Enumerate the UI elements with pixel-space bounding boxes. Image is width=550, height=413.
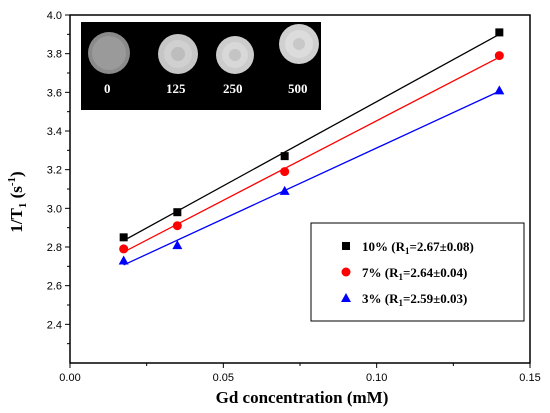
legend-label-0: 10% (R1=2.67±0.08) — [362, 239, 474, 256]
fit-lines — [123, 33, 500, 266]
point-s0-3 — [495, 28, 504, 37]
point-s2-1 — [172, 240, 183, 250]
phantom-250 — [216, 36, 254, 74]
point-s2-3 — [494, 85, 505, 95]
point-s2-2 — [279, 185, 290, 195]
y-tick-label: 3.6 — [47, 87, 62, 99]
data-markers — [118, 28, 505, 265]
y-tick-label: 2.4 — [47, 319, 62, 331]
legend-label-2: 3% (R1=2.59±0.03) — [362, 291, 467, 308]
x-tick-label: 0.15 — [519, 372, 540, 384]
y-tick-label: 3.4 — [47, 126, 62, 138]
y-tick-label: 2.6 — [47, 281, 62, 293]
point-s1-0 — [119, 244, 129, 254]
inset-image: 0 125 250 500 — [81, 22, 321, 110]
x-tick-label: 0.00 — [59, 372, 80, 384]
legend-marker-1 — [341, 267, 351, 277]
point-s1-2 — [280, 167, 290, 177]
fit-line-1 — [123, 56, 500, 253]
fit-line-2 — [123, 90, 500, 266]
legend-label-1: 7% (R1=2.64±0.04) — [362, 265, 467, 282]
inset-label-250: 250 — [223, 81, 243, 96]
axes: 0.00 0.05 0.10 0.15 2.4 2.6 2.8 3.0 3.2 3.4 3.6 3.8… — [47, 10, 541, 384]
x-axis-title: Gd concentration (mM) — [216, 388, 389, 407]
fit-line-0 — [123, 33, 500, 242]
y-tick-label: 4.0 — [47, 10, 62, 22]
y-tick-label: 3.2 — [47, 165, 62, 177]
legend-marker-0 — [342, 242, 350, 250]
y-tick-label: 3.8 — [47, 49, 62, 61]
y-tick-label: 3.0 — [47, 203, 62, 215]
x-tick-label: 0.05 — [213, 372, 234, 384]
phantom-500 — [279, 24, 319, 64]
point-s1-1 — [172, 221, 182, 231]
phantom-0 — [88, 32, 130, 74]
point-s0-2 — [280, 152, 289, 161]
x-tick-label: 0.10 — [366, 372, 387, 384]
point-s2-0 — [118, 255, 129, 265]
legend-marker-2 — [341, 293, 351, 302]
inset-label-0: 0 — [104, 81, 111, 96]
y-axis-title: 1/T1 (s-1) — [6, 171, 29, 232]
point-s0-1 — [173, 208, 182, 217]
inset-label-125: 125 — [166, 81, 186, 96]
point-s0-0 — [119, 233, 128, 242]
point-s1-3 — [494, 51, 504, 61]
phantom-125 — [158, 34, 198, 74]
inset-label-500: 500 — [288, 81, 308, 96]
y-tick-label: 2.8 — [47, 242, 62, 254]
legend: 10% (R1=2.67±0.08) 7% (R1=2.64±0.04) 3% (R… — [310, 222, 525, 322]
